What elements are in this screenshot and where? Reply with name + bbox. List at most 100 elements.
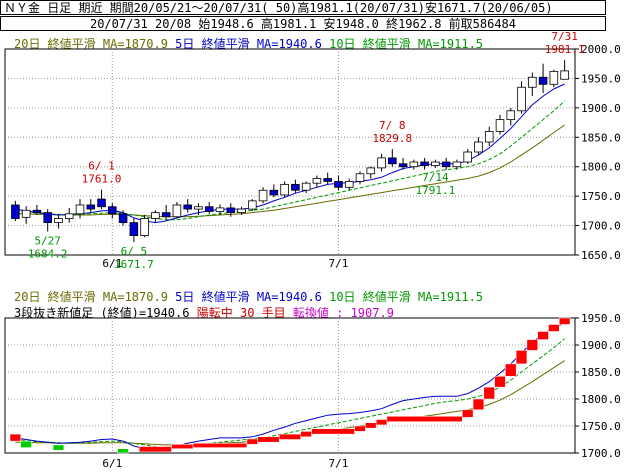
annot-date: 6/ 5 — [121, 245, 148, 258]
brick-up — [472, 398, 485, 411]
brick-down — [52, 444, 65, 451]
bottom-y-tick-label: 1700.0 — [581, 447, 621, 460]
candle-up — [409, 161, 419, 168]
bottom-y-tick-label: 1750.0 — [581, 420, 621, 433]
top-y-tick-label: 1700.0 — [581, 220, 621, 233]
candle-up — [484, 130, 494, 143]
bottom-x-tick-label: 7/1 — [329, 457, 349, 470]
ma5-line — [15, 83, 565, 224]
brick-up — [526, 339, 538, 351]
candle-up — [463, 151, 472, 163]
chart-header-ohlc: 20/07/31 20/08 始1948.6 高1981.1 安1948.0 終… — [0, 16, 606, 31]
annot-date: 7/ 8 — [379, 119, 406, 132]
candle-up — [312, 178, 322, 184]
candle-down — [291, 183, 300, 191]
candle-down — [388, 157, 397, 165]
candle-up — [474, 141, 483, 153]
candle-up — [172, 204, 182, 218]
brick-down — [117, 448, 129, 454]
candle-up — [431, 161, 440, 166]
top-y-tick-label: 1900.0 — [581, 102, 621, 115]
bottom-ma5-line — [15, 322, 565, 451]
candle-down — [86, 204, 96, 210]
candle-up — [366, 167, 376, 175]
candle-up — [355, 173, 365, 182]
candle-up — [528, 76, 537, 88]
brick-up — [257, 436, 280, 443]
annot-date: 7/14 — [422, 171, 449, 184]
ma10-line — [15, 100, 565, 221]
top-legend: 20日 終値平滑 MA=1870.9 5日 終値平滑 MA=1940.6 10日… — [14, 35, 483, 52]
bottom-x-tick-label: 6/1 — [102, 457, 122, 470]
annot-value: 1981.1 — [545, 43, 585, 56]
candle-down — [226, 207, 236, 214]
candle-down — [334, 181, 343, 188]
annot-value: 1761.0 — [82, 173, 122, 186]
brick-up — [192, 443, 248, 448]
bottom-y-tick-label: 1900.0 — [581, 339, 621, 352]
candle-down — [32, 209, 42, 214]
top-y-tick-label: 1850.0 — [581, 131, 621, 144]
brick-up — [375, 419, 388, 426]
candle-up — [151, 212, 160, 219]
brick-up — [246, 438, 258, 445]
candle-down — [398, 163, 408, 168]
candle-down — [129, 222, 139, 236]
annot-value: 1791.1 — [416, 184, 456, 197]
candle-up — [549, 70, 559, 85]
candle-down — [204, 206, 214, 212]
brick-up — [558, 317, 571, 325]
top-x-tick-label: 6/1 — [102, 257, 122, 270]
candle-up — [194, 206, 203, 210]
candle-down — [323, 178, 332, 182]
ma20-line — [15, 124, 565, 218]
top-plot-frame — [4, 48, 576, 256]
brick-up — [365, 422, 377, 429]
bottom-ma10-line — [15, 338, 565, 449]
legend-ma5: 5日 終値平滑 MA=1940.6 — [175, 37, 322, 51]
candle-down — [43, 212, 52, 224]
top-y-tick-label: 1800.0 — [581, 161, 621, 174]
candle-up — [21, 209, 31, 218]
brick-up — [300, 431, 312, 438]
candle-down — [108, 206, 117, 215]
candle-down — [97, 198, 106, 208]
candle-down — [269, 189, 279, 196]
candle-up — [237, 208, 246, 214]
bottom-plot-frame — [4, 317, 576, 454]
new-price-panel: 1950.0 1900.0 1850.0 1800.0 1750.0 1700.0 6/1 7… — [4, 312, 621, 470]
top-y-tick-label: 1750.0 — [581, 190, 621, 203]
annot-value: 1671.7 — [114, 258, 154, 271]
bottom-legend: 20日 終値平滑 MA=1870.9 5日 終値平滑 MA=1940.6 10日… — [14, 288, 483, 305]
candle-up — [344, 181, 354, 188]
candle-up — [452, 161, 462, 168]
brick-up — [354, 425, 366, 432]
brick-up — [483, 386, 495, 400]
candle-up — [377, 157, 386, 169]
candle-down — [441, 161, 451, 168]
candle-up — [215, 207, 225, 212]
legend-ma20: 20日 終値平滑 MA=1870.9 — [14, 37, 168, 51]
legend-ma10-bottom: 10日 終値平滑 MA=1911.5 — [329, 290, 484, 304]
bottom-y-tick-label: 1950.0 — [581, 312, 621, 325]
top-y-tick-label: 1650.0 — [581, 249, 621, 262]
candle-down — [538, 76, 548, 85]
brick-up — [171, 444, 194, 449]
candlestick-panel: 2000.0 1950.0 1900.0 1850.0 1800.0 1750.0 1700… — [4, 30, 621, 271]
candle-up — [248, 200, 257, 210]
legend-ma10: 10日 終値平滑 MA=1911.5 — [329, 37, 484, 51]
brick-up — [311, 428, 355, 435]
chart-header-period: ＮＹ金 日足 期近 期間20/05/21～20/07/31( 50)高1981.… — [0, 0, 606, 15]
annot-date: 6/ 1 — [88, 160, 115, 173]
candle-up — [54, 218, 63, 224]
annot-value: 1684.2 — [28, 247, 68, 260]
candle-up — [258, 189, 268, 202]
brick-up — [548, 324, 560, 332]
brick-up — [537, 331, 549, 340]
bottom-y-tick-label: 1800.0 — [581, 393, 621, 406]
candle-up — [560, 70, 569, 80]
brick-up — [515, 350, 528, 365]
top-y-tick-label: 2000.0 — [581, 43, 621, 56]
brick-up — [278, 433, 302, 440]
